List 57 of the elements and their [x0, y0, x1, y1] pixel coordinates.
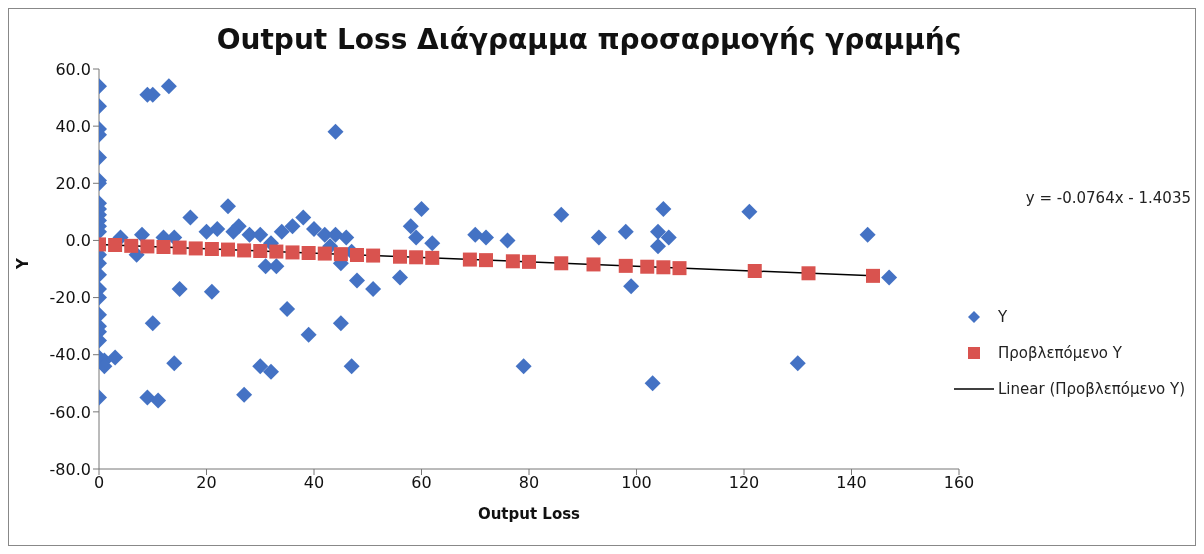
- point: [640, 259, 655, 274]
- point: [554, 256, 569, 271]
- y-tick-label: 40.0: [55, 116, 91, 136]
- point: [866, 268, 880, 283]
- point: [505, 254, 520, 269]
- x-tick-label: 140: [836, 473, 867, 493]
- point: [618, 258, 633, 273]
- point: [350, 248, 364, 262]
- point: [221, 242, 235, 257]
- point: [747, 264, 762, 278]
- x-tick-label: 100: [621, 473, 652, 493]
- point: [156, 240, 171, 254]
- y-axis-title: Y: [14, 257, 33, 270]
- point: [237, 243, 252, 258]
- chart-title: Output Loss Διάγραμμα προσαρμογής γραμμής: [215, 22, 963, 58]
- point: [333, 247, 348, 262]
- x-tick-label: 60: [411, 473, 432, 493]
- point: [188, 241, 203, 256]
- point: [672, 261, 687, 276]
- text: y = -0.0764x - 1.4035: [1025, 189, 1191, 207]
- point: [317, 246, 332, 261]
- point: [522, 254, 536, 269]
- point: [269, 244, 284, 259]
- point: [140, 239, 155, 254]
- point: [204, 242, 219, 256]
- legend-label: Linear (Προβλεπόμενο Y): [998, 380, 1185, 398]
- x-tick-label: 0: [93, 473, 105, 493]
- point: [801, 266, 816, 281]
- x-tick-label: 80: [518, 473, 540, 493]
- y-tick-label: -60.0: [49, 402, 91, 422]
- point: [172, 240, 187, 255]
- x-tick-label: 160: [943, 473, 975, 493]
- legend-label: Προβλεπόμενο Y: [998, 344, 1122, 362]
- y-tick-label: 0.0: [65, 231, 91, 251]
- point: [409, 250, 424, 265]
- x-tick-label: 20: [196, 473, 217, 493]
- point: [656, 260, 671, 275]
- legend-label: Y: [998, 308, 1008, 326]
- y-tick-label: -40.0: [49, 345, 91, 365]
- point: [462, 252, 477, 267]
- point: [366, 248, 381, 263]
- point: [108, 238, 123, 252]
- point: [285, 245, 300, 260]
- point: [586, 257, 601, 272]
- y-tick-label: -80.0: [49, 459, 91, 479]
- point: [479, 253, 493, 268]
- point: [425, 250, 440, 265]
- y-tick-label: -20.0: [49, 288, 91, 308]
- x-tick-label: 120: [728, 473, 760, 493]
- point: [301, 246, 316, 260]
- point: [393, 249, 407, 264]
- x-axis-title: Output Loss: [477, 505, 581, 523]
- point: [253, 244, 268, 258]
- y-tick-label: 60.0: [55, 59, 91, 79]
- y-tick-label: 20.0: [55, 173, 91, 193]
- point: [124, 238, 139, 253]
- x-tick-label: 40: [303, 473, 325, 493]
